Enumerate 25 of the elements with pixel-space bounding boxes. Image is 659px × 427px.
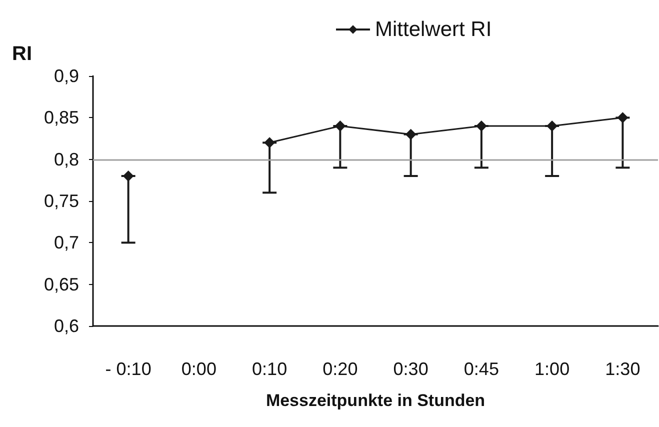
legend-label: Mittelwert RI bbox=[375, 18, 492, 41]
point bbox=[122, 170, 134, 182]
y-tick-label: 0,9 bbox=[54, 66, 79, 86]
y-tick-label: 0,85 bbox=[44, 108, 79, 128]
point bbox=[264, 137, 276, 148]
x-tick-label: 0:00 bbox=[181, 359, 216, 379]
x-tick-label: 0:10 bbox=[252, 359, 288, 379]
point bbox=[617, 112, 628, 124]
y-axis-title: RI bbox=[12, 43, 32, 65]
x-tick-label: 0:45 bbox=[464, 359, 499, 379]
x-axis-title: Messzeitpunkte in Stunden bbox=[266, 391, 486, 410]
point bbox=[405, 128, 416, 140]
point bbox=[546, 120, 558, 132]
x-tick-label: 0:20 bbox=[322, 359, 358, 379]
y-tick-label: 0,7 bbox=[54, 232, 79, 253]
point bbox=[334, 120, 346, 132]
y-tick-label: 0,8 bbox=[54, 149, 79, 170]
x-tick-label: - 0:10 bbox=[105, 359, 152, 379]
y-tick-label: 0,75 bbox=[44, 191, 79, 211]
y-tick-label: 0,6 bbox=[54, 316, 79, 336]
x-tick-label: 1:30 bbox=[605, 359, 640, 379]
x-tick-label: 1:00 bbox=[534, 359, 570, 379]
point bbox=[476, 120, 487, 132]
x-tick-label: 0:30 bbox=[393, 359, 428, 379]
y-tick-label: 0,65 bbox=[44, 274, 79, 294]
